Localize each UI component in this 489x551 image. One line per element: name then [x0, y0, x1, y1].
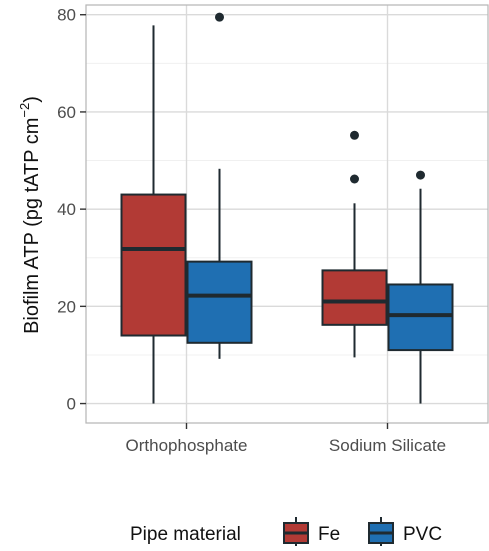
box-iqr	[387, 283, 454, 352]
panel-border-layer	[85, 4, 489, 424]
panel-border	[85, 4, 489, 424]
outlier-point	[350, 130, 359, 140]
y-axis-title-superscript: −2	[17, 103, 32, 118]
legend-label-fe: Fe	[318, 524, 340, 545]
legend-layer: Pipe material Fe PVC	[130, 517, 442, 549]
data-layer	[120, 12, 454, 404]
box-iqr	[120, 193, 187, 337]
y-tick-label: 20	[57, 297, 76, 316]
y-tick-label: 40	[57, 200, 76, 219]
box-iqr	[321, 269, 388, 326]
outlier-point	[215, 12, 224, 22]
y-axis-title-main: Biofilm ATP (pg tATP cm	[21, 118, 43, 334]
x-tick-label: Orthophosphate	[126, 436, 248, 455]
box-pvc-2	[387, 170, 454, 404]
y-axis-title-close: )	[21, 96, 43, 103]
x-tick-label: Sodium Silicate	[329, 436, 446, 455]
box-fe-2	[321, 130, 388, 358]
legend-label-pvc: PVC	[403, 524, 442, 545]
outlier-point	[350, 174, 359, 184]
outlier-point	[416, 170, 425, 180]
box-pvc-1	[186, 12, 253, 359]
y-tick-label: 0	[67, 395, 76, 414]
box-iqr	[186, 260, 253, 344]
axis-layer: 0 20 40 60 80 Orthophosphate Sodium Silicate	[57, 6, 446, 455]
y-tick-label: 80	[57, 6, 76, 25]
y-axis-title: Biofilm ATP (pg tATP cm−2)	[17, 96, 43, 334]
legend-title: Pipe material	[130, 524, 241, 545]
box-fe-1	[120, 25, 187, 404]
y-tick-label: 60	[57, 103, 76, 122]
